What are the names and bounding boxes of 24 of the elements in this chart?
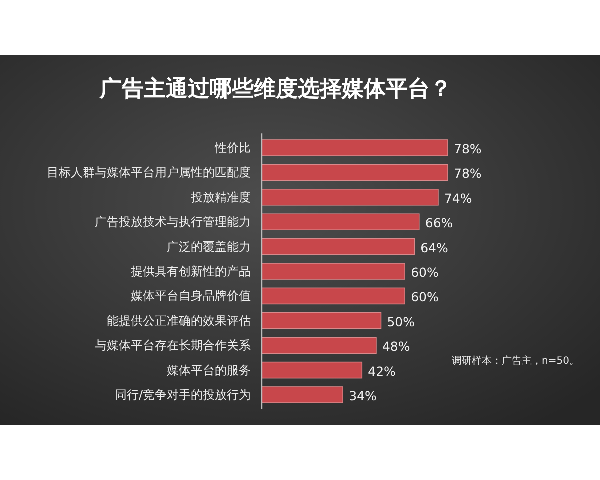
category-label: 广泛的覆盖能力	[167, 240, 251, 254]
value-label: 60%	[411, 265, 439, 280]
title: 广告主通过哪些维度选择媒体平台？	[100, 77, 452, 102]
category-label: 提供具有创新性的产品	[131, 264, 251, 278]
value-label: 64%	[420, 240, 448, 256]
value-label: 66%	[425, 216, 454, 231]
category-label: 媒体平台自身品牌价值	[131, 289, 251, 304]
annotation: 调研样本：广告主，n=50。	[452, 356, 580, 367]
value-label: 78%	[454, 166, 482, 182]
category-label: 能提供公正准确的效果评估	[107, 314, 251, 328]
value-label: 50%	[387, 314, 416, 330]
value-label: 74%	[444, 190, 472, 206]
value-label: 48%	[382, 339, 410, 354]
category-label: 媒体平台的服务	[167, 363, 251, 378]
value-label: 34%	[349, 388, 377, 404]
value-label: 42%	[368, 364, 396, 379]
category-label: 投放精准度	[191, 190, 251, 204]
category-label: 性价比	[215, 141, 251, 155]
category-label: 广告投放技术与执行管理能力	[95, 215, 251, 230]
value-label: 60%	[411, 290, 439, 305]
category-label: 同行/竞争对手的投放行为	[114, 388, 251, 402]
category-label: 与媒体平台存在长期合作关系	[95, 338, 251, 353]
category-label: 目标人群与媒体平台用户属性的匹配度	[47, 166, 251, 180]
value-label: 78%	[454, 142, 482, 156]
